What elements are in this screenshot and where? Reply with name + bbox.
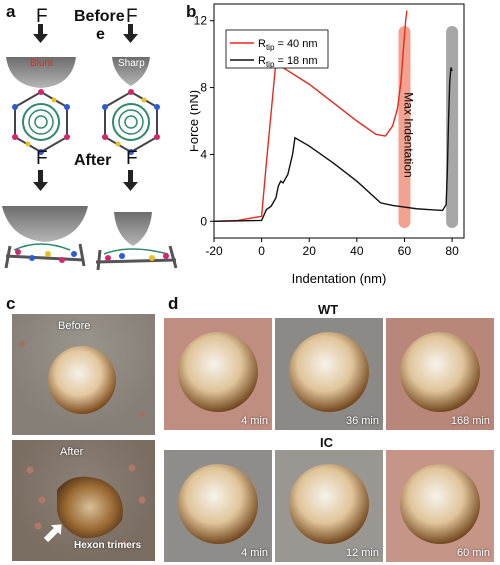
afm-image-after: After Hexon trimers <box>12 440 155 561</box>
x-axis-label: Indentation (nm) <box>292 271 387 286</box>
virus-particle-icon <box>12 89 70 155</box>
shaded-band-1 <box>446 26 459 228</box>
legend-label-0: Rtip = 40 nm <box>258 38 318 52</box>
x-tick-label: 0 <box>258 244 265 258</box>
force-label-blunt-after: F <box>36 148 48 169</box>
force-indentation-chart: -20 0 20 40 60 80 0 4 8 12 Rtip = 40 nm Rtip = 18 … <box>190 3 465 286</box>
before-label: Before <box>74 8 125 25</box>
virus-afm-topography <box>178 464 258 544</box>
afm-image-row2-1: 4 min <box>164 450 272 562</box>
force-label-sharp-after: F <box>126 148 138 169</box>
before-label-wrap: e <box>96 26 105 43</box>
virus-afm-topography <box>289 332 369 412</box>
blunt-tip-after-icon <box>2 206 88 242</box>
blunt-tip-icon <box>6 57 76 88</box>
wt-row-title: WT <box>318 302 339 317</box>
y-tick-label: 12 <box>194 14 208 28</box>
virus-afm-topography <box>400 332 480 412</box>
y-tick-label: 8 <box>200 81 207 95</box>
virus-afm-topography <box>19 341 145 417</box>
sharp-tip-label: Sharp <box>118 58 145 69</box>
virus-afm-topography <box>289 464 369 544</box>
blunt-tip-label: Blunt <box>30 58 53 69</box>
max-indentation-label: Max Indentation <box>401 92 415 177</box>
panel-a-letter: a <box>6 2 16 21</box>
sharp-tip-icon <box>112 57 150 86</box>
legend-label-1: Rtip = 18 nm <box>258 55 318 69</box>
time-label: 60 min <box>456 547 490 559</box>
y-axis-label: Force (nN) <box>190 90 201 152</box>
after-label: After <box>74 152 112 169</box>
hexon-trimers-label: Hexon trimers <box>74 540 142 551</box>
time-label: 36 min <box>345 415 379 427</box>
force-arrow-icon <box>123 170 138 191</box>
series-line-1 <box>213 67 453 222</box>
x-tick-label: 60 <box>398 244 412 258</box>
virus-particle-icon <box>102 89 160 155</box>
panel-c-letter: c <box>6 294 16 313</box>
y-tick-label: 0 <box>200 214 207 228</box>
force-label-blunt-before: F <box>36 6 48 27</box>
afm-image-row1-3: 168 min <box>386 318 494 430</box>
x-tick-label: 40 <box>350 244 364 258</box>
virus-afm-topography-collapsed <box>26 464 146 548</box>
time-label: 12 min <box>345 547 379 559</box>
x-tick-label: 20 <box>303 244 317 258</box>
series-line-0 <box>213 10 408 222</box>
after-image-label: After <box>60 446 84 458</box>
panel-b-letter: b <box>186 2 197 21</box>
panel-a-schematic <box>2 24 178 271</box>
arrow-icon <box>43 524 62 543</box>
force-arrow-icon <box>123 24 138 43</box>
force-arrow-icon <box>33 170 48 191</box>
virus-afm-topography <box>400 464 480 544</box>
virus-afm-topography <box>178 332 258 412</box>
afm-image-before: Before <box>12 314 155 435</box>
chart-frame <box>213 3 465 239</box>
x-tick-label: -20 <box>205 244 223 258</box>
afm-image-row2-2: 12 min <box>275 450 383 562</box>
legend-box <box>225 29 329 69</box>
x-tick-label: 80 <box>445 244 459 258</box>
sharp-tip-after-icon <box>114 212 152 246</box>
y-tick-label: 4 <box>200 147 207 161</box>
panel-d-letter: d <box>168 294 179 313</box>
force-arrow-icon <box>33 24 48 43</box>
virus-debris-icon <box>95 245 178 271</box>
virus-debris-icon <box>4 243 86 269</box>
before-image-label: Before <box>58 320 91 332</box>
afm-image-row1-2: 36 min <box>275 318 383 430</box>
time-label: 168 min <box>450 415 490 427</box>
afm-image-row1-1: 4 min <box>164 318 272 430</box>
force-label-sharp-before: F <box>126 6 138 27</box>
ic-row-title: IC <box>320 435 333 450</box>
time-label: 4 min <box>241 415 268 427</box>
time-label: 4 min <box>241 547 268 559</box>
afm-image-row2-3: 60 min <box>386 450 494 562</box>
